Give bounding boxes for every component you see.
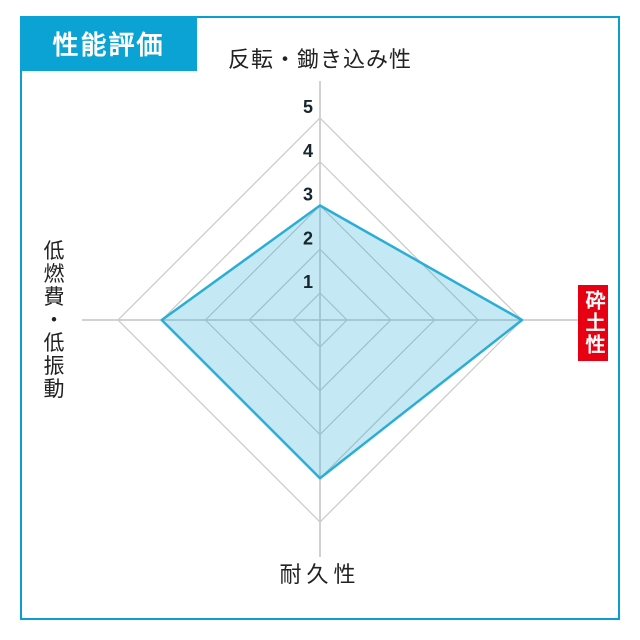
scale-tick-label: 1	[303, 272, 313, 292]
radar-data-polygon	[160, 204, 524, 480]
title-badge: 性能評価	[20, 16, 197, 71]
axis-label-bottom: 耐久性	[279, 562, 361, 587]
axis-label-left: 低燃費・低振動	[41, 239, 64, 401]
axis-label-right-badge: 砕土性	[578, 285, 608, 361]
scale-tick-label: 2	[303, 228, 313, 248]
scale-tick-label: 4	[303, 141, 313, 161]
scale-tick-label: 5	[303, 97, 313, 117]
axis-label-top: 反転・鋤き込み性	[227, 47, 412, 72]
scale-tick-label: 3	[303, 185, 313, 205]
page-border	[20, 16, 620, 620]
page-title: 性能評価	[52, 30, 165, 60]
